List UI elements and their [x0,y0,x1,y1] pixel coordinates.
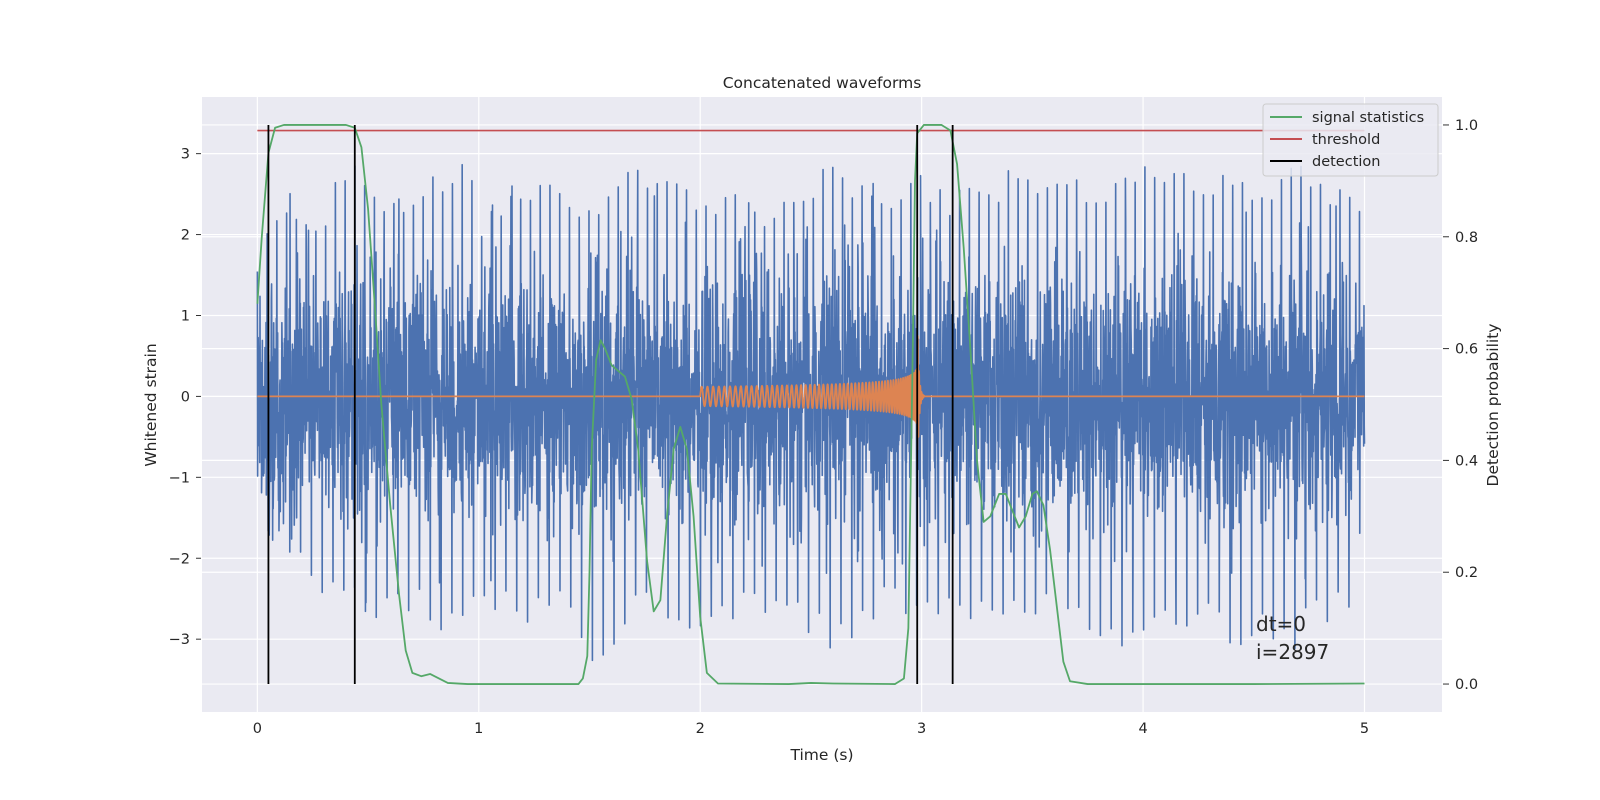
legend-box [1262,103,1439,177]
left-y-tick-label: 1 [181,308,190,324]
chirp-waveform-line [257,335,1365,451]
left-y-tick-label: 0 [181,389,190,405]
chart-title: Concatenated waveforms [723,74,922,92]
right-y-tick-label: 0.4 [1455,453,1478,469]
right-y-tick-label: 0.8 [1455,230,1478,246]
x-tick-label: 0 [253,721,262,737]
right-y-tick-label: 0.6 [1455,342,1478,358]
legend: signal statistics threshold detection [1262,103,1439,177]
noise-series-line [256,163,1366,662]
x-tick-label: 4 [1138,721,1147,737]
annotation-line-i: i=2897 [1256,640,1329,664]
legend-label-detection: detection [1312,154,1380,170]
right-y-tick-label: 0.0 [1455,677,1478,693]
legend-label-threshold: threshold [1312,132,1380,148]
x-tick-label: 3 [917,721,926,737]
right-y-axis-label: Detection probability [1484,324,1502,487]
legend-label-signal-statistics: signal statistics [1312,110,1424,126]
annotation-line-dt: dt=0 [1256,612,1306,636]
right-y-tick-label: 0.2 [1455,565,1478,581]
right-y-tick-label: 1.0 [1455,118,1478,134]
x-tick-label: 5 [1360,721,1369,737]
signal-statistics-line [256,124,1365,685]
left-y-axis-label: Whitened strain [142,343,160,466]
left-y-tick-label: −1 [169,470,190,486]
x-tick-label: 2 [696,721,705,737]
x-axis-label: Time (s) [789,746,853,764]
left-y-tick-label: −3 [169,632,190,648]
left-y-tick-label: −2 [169,551,190,567]
tick-labels: 0 1 2 3 4 5 −3 −2 −1 0 1 2 3 0.0 0.2 0.4 0.6 0.8 1.0 [169,118,1478,737]
annotation: dt=0 i=2897 [1256,612,1329,664]
left-y-tick-label: 3 [181,147,190,163]
left-y-tick-label: 2 [181,228,190,244]
x-tick-label: 1 [474,721,483,737]
series-layer [256,124,1366,685]
